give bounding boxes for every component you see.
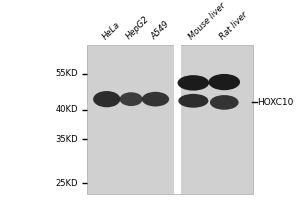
Ellipse shape bbox=[93, 91, 120, 107]
Ellipse shape bbox=[178, 75, 209, 91]
Text: 40KD: 40KD bbox=[56, 105, 78, 114]
Text: HOXC10: HOXC10 bbox=[257, 98, 294, 107]
Ellipse shape bbox=[178, 94, 208, 108]
Bar bbox=[174, 45, 181, 194]
Bar bbox=[87, 45, 253, 194]
Text: Mouse liver: Mouse liver bbox=[187, 1, 227, 41]
Ellipse shape bbox=[142, 92, 169, 106]
Ellipse shape bbox=[210, 95, 239, 110]
Text: Rat liver: Rat liver bbox=[218, 10, 249, 41]
Text: HeLa: HeLa bbox=[100, 20, 122, 41]
Text: HepG2: HepG2 bbox=[125, 15, 152, 41]
Text: 35KD: 35KD bbox=[56, 135, 78, 144]
Text: 25KD: 25KD bbox=[56, 179, 78, 188]
Ellipse shape bbox=[120, 92, 142, 106]
Text: 55KD: 55KD bbox=[56, 69, 78, 78]
Text: A549: A549 bbox=[149, 20, 171, 41]
Ellipse shape bbox=[208, 74, 240, 90]
